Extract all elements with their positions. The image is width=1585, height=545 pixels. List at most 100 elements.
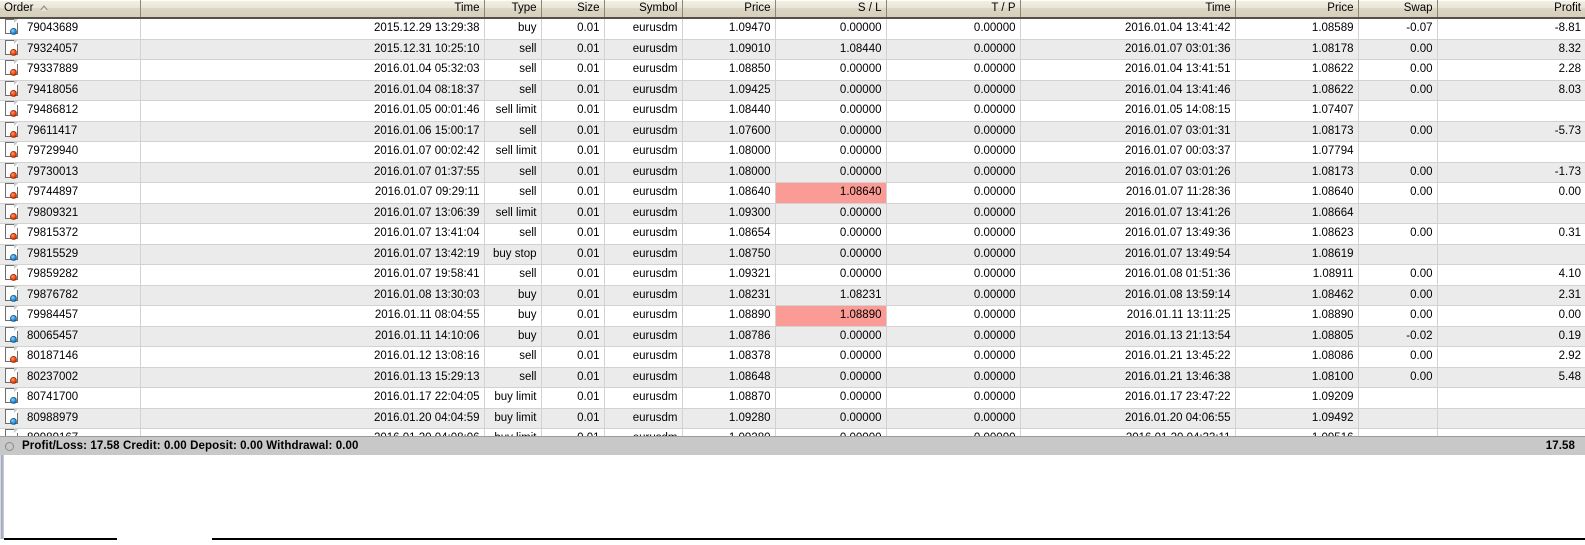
cell-swap — [1358, 387, 1438, 409]
cell-close_time: 2016.01.07 00:03:37 — [1020, 141, 1236, 163]
cell-open_price: 1.08750 — [682, 244, 776, 265]
cell-type: sell limit — [484, 100, 542, 122]
cell-tp: 0.00000 — [886, 223, 1021, 245]
table-row[interactable]: 79486812 2016.01.05 00:01:46 sell limit 0.0… — [0, 100, 1585, 122]
order-number: 79418056 — [27, 83, 79, 96]
table-header-row[interactable]: Order Time Type Size Symbol Price S / L … — [0, 0, 1585, 19]
table-row[interactable]: 80988979 2016.01.20 04:04:59 buy limit 0.01… — [0, 408, 1585, 429]
column-header-order[interactable]: Order — [0, 0, 141, 19]
cell-close_price: 1.08178 — [1235, 39, 1359, 60]
cell-open_price: 1.08440 — [682, 100, 776, 122]
cell-open_time: 2016.01.11 14:10:06 — [140, 326, 485, 347]
table-row[interactable]: 79859282 2016.01.07 19:58:41 sell 0.01 eurus… — [0, 264, 1585, 286]
column-header-open-time[interactable]: Time — [140, 0, 485, 19]
cell-order: 79984457 — [0, 305, 141, 327]
table-row[interactable]: 79730013 2016.01.07 01:37:55 sell 0.01 eurus… — [0, 162, 1585, 183]
cell-tp: 0.00000 — [886, 203, 1021, 224]
cell-type: buy limit — [484, 387, 542, 409]
cell-close_time: 2016.01.21 13:45:22 — [1020, 346, 1236, 368]
cell-symbol: eurusdm — [604, 80, 683, 101]
sell-order-icon — [5, 142, 18, 159]
cell-size: 0.01 — [541, 305, 605, 327]
cell-swap: 0.00 — [1358, 285, 1438, 306]
order-direction-dot — [10, 376, 17, 384]
cell-order: 79418056 — [0, 80, 141, 101]
cell-open_time: 2016.01.04 05:32:03 — [140, 59, 485, 81]
cell-tp: 0.00000 — [886, 305, 1021, 327]
cell-order: 80065457 — [0, 326, 141, 347]
cell-sl: 0.00000 — [775, 203, 887, 224]
column-header-sl[interactable]: S / L — [775, 0, 887, 19]
column-header-close-price[interactable]: Price — [1235, 0, 1359, 19]
cell-sl: 1.08640 — [775, 182, 887, 204]
cell-open_price: 1.09425 — [682, 80, 776, 101]
cell-order: 79043689 — [0, 18, 141, 40]
column-header-tp[interactable]: T / P — [886, 0, 1021, 19]
cell-swap: 0.00 — [1358, 80, 1438, 101]
cell-close_time: 2016.01.07 03:01:36 — [1020, 39, 1236, 60]
table-row[interactable]: 79815372 2016.01.07 13:41:04 sell 0.01 eurus… — [0, 223, 1585, 245]
table-row[interactable]: 79984457 2016.01.11 08:04:55 buy 0.01 eurusd… — [0, 305, 1585, 327]
orders-grid[interactable]: Order Time Type Size Symbol Price S / L … — [0, 0, 1585, 450]
cell-close_price: 1.08173 — [1235, 162, 1359, 183]
cell-order: 79809321 — [0, 203, 141, 224]
cell-order: 79730013 — [0, 162, 141, 183]
column-header-close-time[interactable]: Time — [1020, 0, 1236, 19]
cell-order: 80237002 — [0, 367, 141, 388]
table-body: 79043689 2015.12.29 13:29:38 buy 0.01 eurusd… — [0, 18, 1585, 450]
cell-type: buy — [484, 305, 542, 327]
cell-open_price: 1.09300 — [682, 203, 776, 224]
cell-sl: 0.00000 — [775, 408, 887, 429]
table-row[interactable]: 79809321 2016.01.07 13:06:39 sell limit 0.0… — [0, 203, 1585, 224]
table-row[interactable]: 79611417 2016.01.06 15:00:17 sell 0.01 eurus… — [0, 121, 1585, 142]
cell-close_time: 2016.01.07 03:01:31 — [1020, 121, 1236, 142]
cell-close_time: 2016.01.08 01:51:36 — [1020, 264, 1236, 286]
table-row[interactable]: 79418056 2016.01.04 08:18:37 sell 0.01 eurus… — [0, 80, 1585, 101]
table-row[interactable]: 79815529 2016.01.07 13:42:19 buy stop 0.01 e… — [0, 244, 1585, 265]
table-row[interactable]: 79876782 2016.01.08 13:30:03 buy 0.01 eurusd… — [0, 285, 1585, 306]
column-header-swap[interactable]: Swap — [1358, 0, 1438, 19]
cell-size: 0.01 — [541, 182, 605, 204]
table-row[interactable]: 79744897 2016.01.07 09:29:11 sell 0.01 eurus… — [0, 182, 1585, 204]
column-header-profit[interactable]: Profit — [1437, 0, 1585, 19]
cell-close_price: 1.08173 — [1235, 121, 1359, 142]
cell-open_price: 1.08640 — [682, 182, 776, 204]
cell-open_price: 1.08786 — [682, 326, 776, 347]
cell-profit: 2.92 — [1437, 346, 1585, 368]
column-header-size[interactable]: Size — [541, 0, 605, 19]
cell-type: buy — [484, 18, 542, 40]
column-header-symbol[interactable]: Symbol — [604, 0, 683, 19]
cell-sl: 0.00000 — [775, 18, 887, 40]
table-row[interactable]: 79043689 2015.12.29 13:29:38 buy 0.01 eurusd… — [0, 18, 1585, 40]
column-header-open-price[interactable]: Price — [682, 0, 776, 19]
cell-open_time: 2016.01.07 13:42:19 — [140, 244, 485, 265]
table-row[interactable]: 80237002 2016.01.13 15:29:13 sell 0.01 eurus… — [0, 367, 1585, 388]
cell-open_time: 2015.12.29 13:29:38 — [140, 18, 485, 40]
cell-close_time: 2016.01.07 13:49:36 — [1020, 223, 1236, 245]
table-row[interactable]: 80187146 2016.01.12 13:08:16 sell 0.01 eurus… — [0, 346, 1585, 368]
cell-close_time: 2016.01.20 04:06:55 — [1020, 408, 1236, 429]
cell-swap: -0.07 — [1358, 18, 1438, 40]
cell-sl: 0.00000 — [775, 326, 887, 347]
table-row[interactable]: 79324057 2015.12.31 10:25:10 sell 0.01 eurus… — [0, 39, 1585, 60]
column-header-type[interactable]: Type — [484, 0, 542, 19]
cell-order: 79744897 — [0, 182, 141, 204]
order-direction-dot — [10, 315, 17, 323]
order-number: 80741700 — [27, 391, 79, 404]
table-row[interactable]: 80065457 2016.01.11 14:10:06 buy 0.01 eurusd… — [0, 326, 1585, 347]
table-row[interactable]: 79337889 2016.01.04 05:32:03 sell 0.01 eurus… — [0, 59, 1585, 81]
table-row[interactable]: 79729940 2016.01.07 00:02:42 sell limit 0.0… — [0, 141, 1585, 163]
cell-type: sell — [484, 162, 542, 183]
cell-open_time: 2016.01.07 19:58:41 — [140, 264, 485, 286]
cell-profit — [1437, 141, 1585, 163]
cell-tp: 0.00000 — [886, 80, 1021, 101]
table-row[interactable]: 80741700 2016.01.17 22:04:05 buy limit 0.01… — [0, 387, 1585, 409]
order-direction-dot — [10, 69, 17, 77]
cell-order: 79611417 — [0, 121, 141, 142]
order-number: 80065457 — [27, 329, 79, 342]
cell-profit — [1437, 203, 1585, 224]
cell-close_price: 1.08805 — [1235, 326, 1359, 347]
cell-profit: 0.19 — [1437, 326, 1585, 347]
summary-toggle-icon[interactable] — [5, 441, 14, 451]
